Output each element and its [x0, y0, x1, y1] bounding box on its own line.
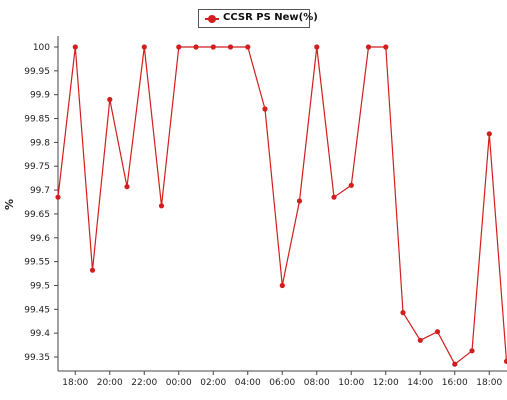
- y-tick-label: 99.85: [24, 115, 50, 125]
- data-point: [296, 198, 303, 204]
- x-tick-label: 02:00: [200, 378, 226, 388]
- data-point: [245, 44, 251, 50]
- x-tick-label: 08:00: [304, 378, 330, 388]
- legend: CCSR PS New(%): [198, 9, 318, 28]
- data-point: [89, 267, 96, 273]
- data-point: [107, 96, 113, 103]
- data-point: [469, 348, 475, 354]
- data-point: [55, 194, 61, 200]
- data-point: [279, 282, 285, 289]
- y-axis-label: %: [3, 198, 17, 211]
- data-point: [227, 44, 234, 50]
- data-point: [434, 329, 441, 335]
- x-tick-label: 18:00: [476, 378, 502, 388]
- x-tick-label: 10:00: [338, 378, 364, 388]
- y-tick-label: 99.45: [24, 305, 50, 315]
- x-tick-label: 04:00: [235, 378, 261, 388]
- x-tick-label: 16:00: [442, 378, 468, 388]
- legend-dot-marker: [208, 15, 216, 23]
- x-tick-label: 14:00: [407, 378, 433, 388]
- data-point: [314, 44, 320, 50]
- x-tick-label: 06:00: [269, 378, 295, 388]
- y-tick-label: 99.4: [30, 329, 50, 339]
- data-point: [348, 182, 354, 188]
- data-point: [176, 44, 182, 50]
- x-tick-label: 20:00: [97, 378, 123, 388]
- y-tick-label: 99.95: [24, 67, 50, 77]
- y-tick-label: 99.35: [24, 353, 50, 363]
- data-point: [417, 337, 423, 343]
- y-tick-label: 99.5: [30, 281, 50, 291]
- data-point: [210, 44, 216, 50]
- y-tick-label: 99.55: [24, 258, 50, 268]
- data-point: [383, 44, 389, 50]
- data-point: [262, 106, 268, 112]
- data-point: [158, 203, 165, 209]
- data-point: [452, 361, 458, 367]
- x-tick-label: 22:00: [131, 378, 157, 388]
- x-tick-label: 00:00: [166, 378, 192, 388]
- data-point: [400, 310, 406, 316]
- data-point: [503, 358, 507, 364]
- series-line: [57, 46, 507, 366]
- data-point: [141, 44, 147, 50]
- data-point: [365, 44, 372, 50]
- y-tick-label: 100: [33, 43, 50, 53]
- data-point: [486, 131, 492, 137]
- data-point: [331, 194, 337, 200]
- x-tick-label: 18:00: [62, 378, 88, 388]
- data-point: [193, 44, 199, 50]
- y-tick-label: 99.8: [30, 138, 50, 148]
- y-tick-label: 99.75: [24, 162, 50, 172]
- data-point: [72, 44, 78, 50]
- legend-entry: CCSR PS New(%): [223, 12, 318, 23]
- y-tick-label: 99.7: [30, 186, 50, 196]
- y-tick-label: 99.6: [30, 234, 50, 244]
- data-point: [124, 184, 130, 190]
- x-tick-label: 12:00: [373, 378, 399, 388]
- y-tick-label: 99.65: [24, 210, 50, 220]
- y-tick-label: 99.9: [30, 91, 50, 101]
